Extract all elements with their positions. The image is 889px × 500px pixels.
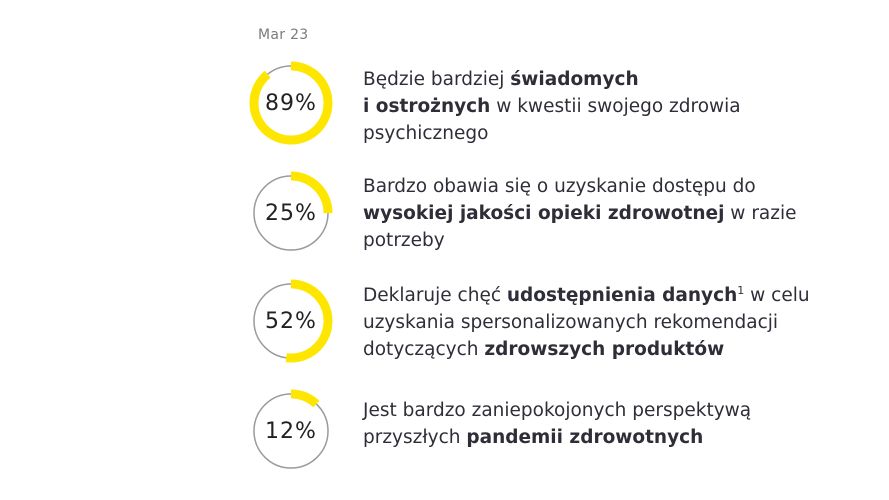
donut-svg <box>249 279 333 363</box>
text-segment: psychicznego <box>363 123 489 144</box>
text-segment: potrzeby <box>363 230 445 251</box>
donut-arc <box>249 389 333 473</box>
donut-percent-label: 25% <box>265 200 317 226</box>
donut-percent-label: 12% <box>265 418 317 444</box>
donut-ring: 12% <box>246 386 336 476</box>
donut-svg <box>249 389 333 473</box>
donut-arc <box>249 61 333 145</box>
emphasis-text: pandemii zdrowotnych <box>466 427 704 448</box>
donut-ring: 52% <box>246 276 336 366</box>
text-segment: przyszłych <box>363 427 467 448</box>
stat-description: Deklaruje chęć udostępnienia danych1 w c… <box>363 282 863 363</box>
footnote-marker: 1 <box>737 283 745 297</box>
text-segment: Deklaruje chęć <box>363 285 507 306</box>
stat-description: Będzie bardziej świadomych i ostrożnych w… <box>363 66 863 147</box>
stat-description: Jest bardzo zaniepokojonych perspektywą p… <box>363 397 863 451</box>
donut-arc <box>249 171 333 255</box>
donut-svg <box>249 171 333 255</box>
donut-arc <box>249 279 333 363</box>
donut-ring: 89% <box>246 58 336 148</box>
date-label: Mar 23 <box>258 27 309 43</box>
stat-row: 12% Jest bardzo zaniepokojonych perspekty… <box>0 0 889 473</box>
text-segment: Będzie bardziej <box>363 69 511 90</box>
stat-row: 89% Będzie bardziej świadomych i ostrożnyc… <box>0 0 889 145</box>
emphasis-text: świadomych <box>510 69 639 90</box>
emphasis-text: zdrowszych produktów <box>484 339 725 360</box>
text-segment: w celu <box>744 285 810 306</box>
text-segment: Bardzo obawia się o uzyskanie dostępu do <box>363 176 756 197</box>
stat-description: Bardzo obawia się o uzyskanie dostępu do… <box>363 173 863 254</box>
emphasis-text: i ostrożnych <box>363 96 491 117</box>
text-segment: w razie <box>724 203 797 224</box>
stat-row: 52% Deklaruje chęć udostępnienia danych1 … <box>0 0 889 363</box>
donut-percent-label: 89% <box>265 90 317 116</box>
stat-row: 25% Bardzo obawia się o uzyskanie dostępu… <box>0 0 889 255</box>
donut-svg <box>249 61 333 145</box>
text-segment: w kwestii swojego zdrowia <box>490 96 741 117</box>
emphasis-text: udostępnienia danych <box>506 285 738 306</box>
emphasis-text: wysokiej jakości opieki zdrowotnej <box>363 203 725 224</box>
donut-percent-label: 52% <box>265 308 317 334</box>
text-segment: uzyskania spersonalizowanych rekomendacj… <box>363 312 779 333</box>
donut-ring: 25% <box>246 168 336 258</box>
text-segment: Jest bardzo zaniepokojonych perspektywą <box>363 400 752 421</box>
text-segment: dotyczących <box>363 339 485 360</box>
